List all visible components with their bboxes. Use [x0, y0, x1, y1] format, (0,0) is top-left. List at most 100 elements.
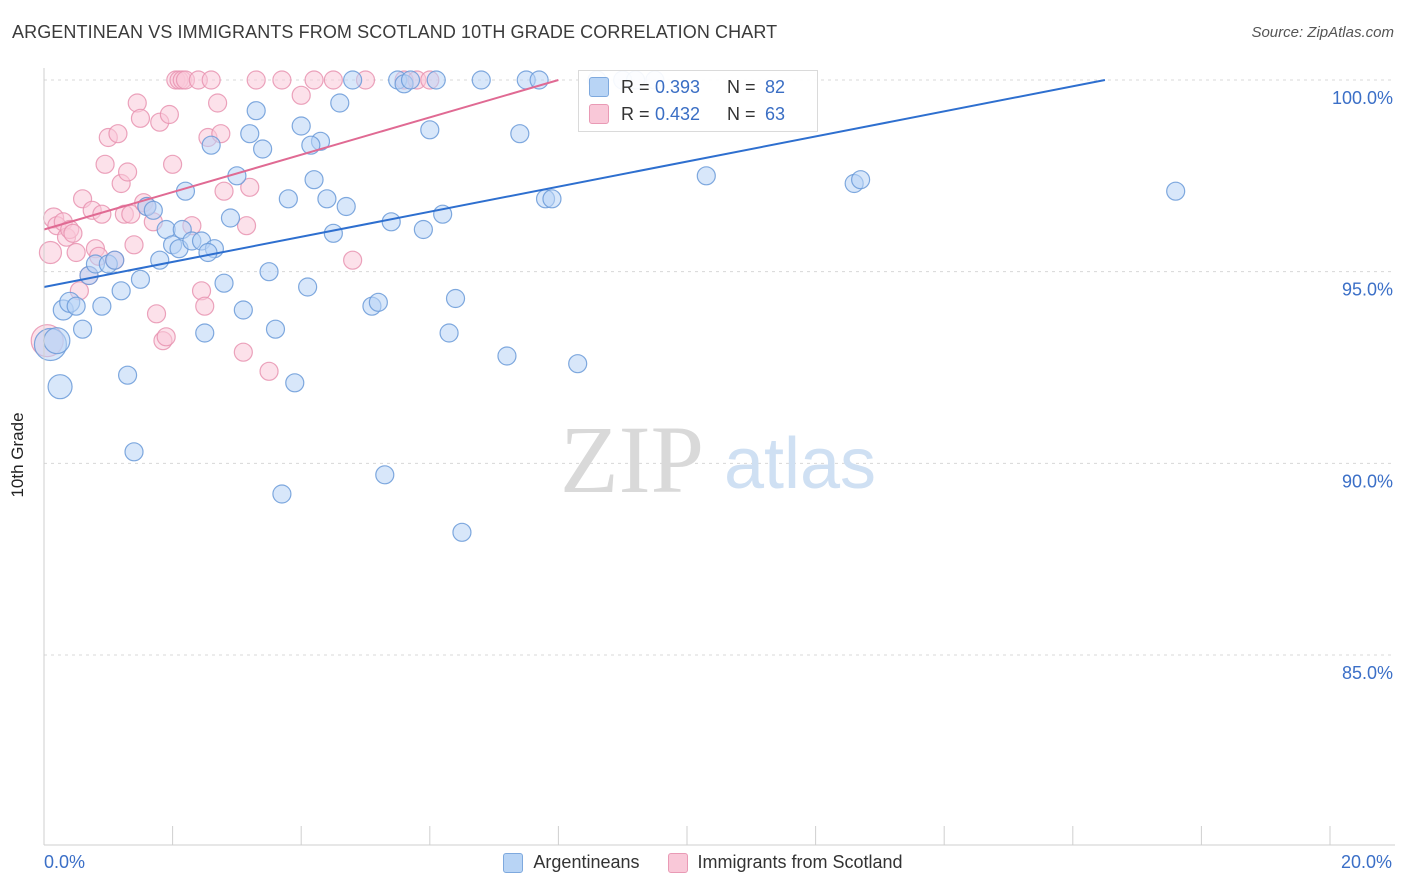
scotland-point	[259, 361, 279, 381]
argentinean-point	[72, 319, 93, 339]
argentinean-point	[368, 292, 388, 312]
argentinean-point	[336, 196, 356, 217]
x-tick-label-min: 0.0%	[44, 852, 86, 872]
legend-label-scotland: Immigrants from Scotland	[697, 852, 903, 872]
argentinean-point	[214, 273, 234, 293]
argentinean-point	[304, 170, 324, 190]
scotland-point	[95, 154, 115, 174]
argentinean-trend-line	[43, 79, 1106, 288]
legend-item-scotland[interactable]: Immigrants from Scotland	[667, 852, 903, 873]
argentinean-point	[278, 189, 298, 209]
y-tick-label: 100.0%	[1332, 88, 1393, 108]
scotland-trend-line	[43, 79, 559, 231]
watermark-atlas: atlas	[724, 424, 876, 504]
scotland-point	[208, 93, 228, 113]
scotland-point	[117, 162, 138, 182]
argentinean-point	[452, 522, 472, 542]
argentinean-point	[265, 319, 286, 339]
argentinean-point	[851, 170, 871, 190]
argentinean-point	[445, 288, 466, 309]
argentinean-point	[298, 277, 318, 297]
argentinean-point	[198, 242, 218, 263]
legend-swatch-pink	[667, 852, 688, 873]
scotland-point	[343, 250, 363, 270]
argentinean-point	[130, 269, 151, 289]
scotland-point	[233, 342, 253, 362]
scotland-point	[240, 177, 260, 197]
r-label: R =	[621, 103, 650, 124]
grid-layer	[44, 79, 1395, 656]
argentinean-point	[426, 70, 446, 90]
n-label: N =	[727, 103, 756, 124]
argentinean-point	[400, 70, 421, 90]
legend-label-argentineans: Argentineans	[533, 852, 640, 872]
scotland-point	[323, 70, 343, 90]
argentinean-point	[317, 189, 337, 209]
scotland-point	[236, 216, 257, 236]
argentinean-point	[375, 465, 395, 485]
scotland-point	[195, 296, 215, 316]
scotland-point	[156, 327, 176, 347]
argentinean-point	[497, 346, 517, 366]
n-label: N =	[727, 76, 756, 97]
watermark-zip: ZIP	[560, 406, 704, 513]
argentinean-point	[291, 116, 311, 136]
argentinean-point	[246, 101, 266, 121]
argentinean-point	[240, 124, 260, 144]
scotland-point	[66, 242, 86, 263]
argentinean-point	[510, 124, 530, 144]
scotland-point	[246, 70, 266, 90]
argentinean-point	[220, 208, 241, 228]
legend-swatch-blue	[503, 852, 524, 873]
scotland-point	[38, 240, 63, 265]
r-label: R =	[621, 76, 650, 97]
stats-row-argentineans: R = 0.393 N = 82	[589, 75, 785, 99]
argentinean-point	[66, 296, 86, 316]
scotland-point	[201, 70, 221, 90]
argentinean-point	[413, 219, 433, 240]
chart-title: ARGENTINEAN VS IMMIGRANTS FROM SCOTLAND …	[12, 22, 778, 42]
scotland-point	[304, 70, 324, 90]
r-value-scotland: 0.432	[655, 103, 701, 124]
scotland-point	[92, 204, 112, 224]
argentinean-point	[471, 70, 491, 90]
scotland-point	[63, 223, 83, 243]
scotland-point	[146, 304, 167, 324]
trend-layer	[43, 79, 1106, 288]
scotland-point	[291, 85, 311, 105]
argentinean-point	[285, 373, 305, 393]
n-value-argentineans: 82	[765, 76, 786, 97]
argentinean-point	[272, 484, 292, 504]
argentinean-point	[233, 300, 253, 320]
argentinean-point	[111, 281, 131, 301]
scotland-point	[159, 104, 179, 125]
argentinean-point	[195, 323, 215, 343]
stats-legend: R = 0.393 N = 82 R = 0.432 N = 63	[578, 70, 818, 132]
argentinean-point	[420, 120, 440, 140]
scotland-point	[214, 181, 234, 201]
argentinean-point	[124, 442, 144, 462]
argentinean-point	[259, 262, 279, 282]
y-tick-label: 85.0%	[1342, 663, 1393, 683]
source-label: Source: ZipAtlas.com	[1251, 24, 1394, 41]
scotland-point	[108, 124, 128, 144]
argentinean-point	[43, 327, 71, 355]
argentinean-point	[568, 354, 588, 374]
argentinean-point	[105, 250, 125, 270]
argentinean-point	[323, 223, 343, 243]
argentinean-point	[439, 323, 459, 343]
series-legend: Argentineans Immigrants from Scotland	[0, 852, 1406, 873]
y-tick-label: 90.0%	[1342, 471, 1393, 491]
y-tick-label: 95.0%	[1342, 280, 1393, 300]
argentinean-point	[330, 93, 350, 113]
legend-item-argentineans[interactable]: Argentineans	[503, 852, 640, 873]
scotland-point	[163, 154, 183, 174]
argentinean-point	[343, 70, 363, 90]
r-value-argentineans: 0.393	[655, 76, 701, 97]
argentinean-point	[92, 296, 112, 316]
argentinean-point	[542, 189, 562, 209]
argentineans-swatch	[589, 77, 609, 97]
argentinean-point	[253, 139, 273, 159]
scotland-point	[130, 108, 151, 128]
